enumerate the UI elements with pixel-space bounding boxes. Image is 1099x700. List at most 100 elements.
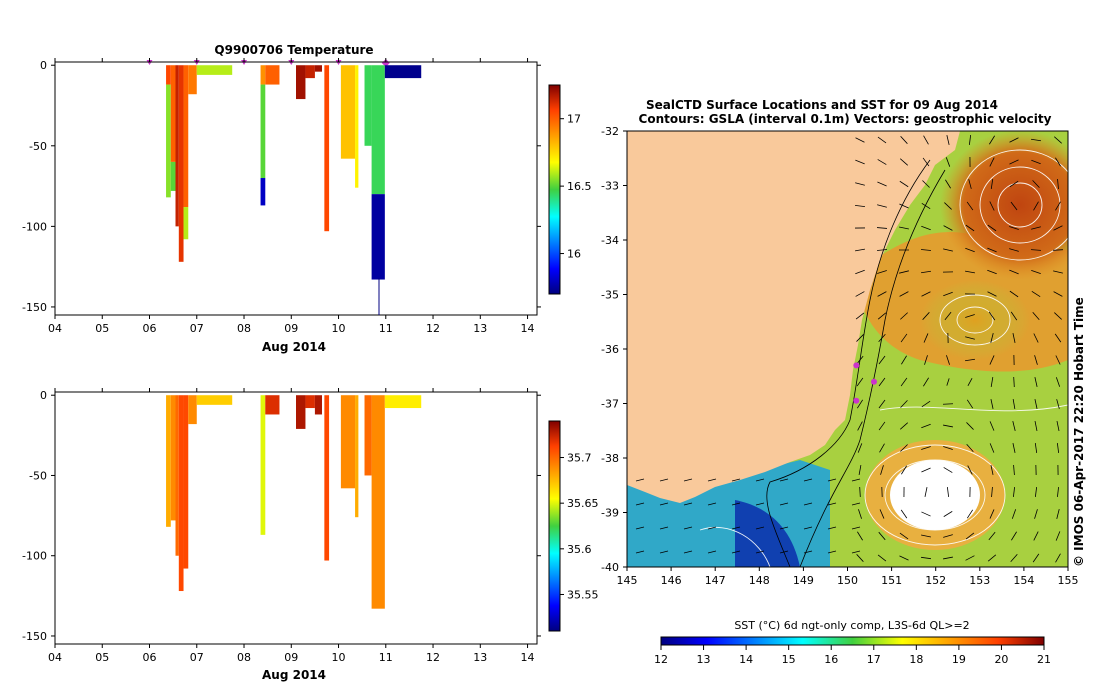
velocity-vector [945,179,951,189]
velocity-vector [659,478,669,482]
velocity-vector [920,249,932,251]
lon-tick-label: 153 [969,574,990,587]
velocity-vector [899,291,909,297]
velocity-vector [827,502,837,506]
lon-tick-label: 150 [837,574,858,587]
profile-cell [196,65,233,75]
velocity-vector [1009,180,1019,188]
velocity-vector [965,224,975,232]
velocity-vector [1055,531,1061,541]
profile-cell [371,194,385,280]
velocity-vector [731,502,741,506]
velocity-vector [1009,248,1019,252]
velocity-vector [856,399,864,409]
x-tick-label: 06 [143,322,157,335]
colorbar-tick-label: 16.5 [567,180,592,193]
velocity-vector [942,403,954,405]
velocity-vector [989,355,995,365]
velocity-vector [945,157,951,167]
lon-tick-label: 154 [1013,574,1034,587]
velocity-vector [899,270,909,274]
velocity-vector [946,486,950,498]
velocity-vector [967,378,973,386]
profile-cell [364,395,372,476]
profile-cell [170,395,176,521]
x-tick-label: 14 [521,651,535,664]
velocity-vector [1055,377,1061,387]
velocity-vector [946,355,950,365]
velocity-vector [943,225,953,231]
velocity-vector [1033,531,1039,541]
velocity-vector [1055,157,1061,167]
velocity-vector [921,534,931,538]
profile-cell [188,65,197,95]
seal-location-marker [853,397,860,404]
velocity-vector [683,526,693,530]
profile-cell [183,395,189,569]
velocity-vector [1010,553,1018,563]
velocity-vector [988,311,996,321]
velocity-vector [899,555,909,561]
velocity-vector [1013,376,1015,388]
velocity-vector [943,424,953,428]
sst-colorbar-ticks: 12 13 14 15 16 17 18 19 20 21 [654,645,1051,666]
salinity-panel: 0 -50 -100 -150 04 05 06 07 08 09 10 11 12 13 14 Aug … [22,388,599,682]
velocity-vector [856,377,864,387]
gsla-contours [699,149,1068,567]
x-tick-label: 14 [521,322,535,335]
profile-cell [260,84,266,179]
sst-colorbar-tick-label: 14 [739,653,753,666]
profile-cell [265,65,280,85]
velocity-vector [1031,226,1041,230]
velocity-vector [635,550,645,554]
cloud-mask [890,460,980,530]
velocity-vector [923,377,929,387]
velocity-vector [1057,178,1059,190]
velocity-vector [921,511,931,517]
velocity-vector [827,526,837,530]
sst-colorbar-tick-label: 19 [952,653,966,666]
colorbar-tick-label: 35.55 [567,588,599,601]
velocity-vector [855,291,865,297]
sst-colorbar-label: SST (°C) 6d ngt-only comp, L3S-6d QL>=2 [734,619,969,632]
lon-tick-label: 149 [793,574,814,587]
velocity-vector [989,443,995,453]
map-title: SealCTD Surface Locations and SST for 09… [646,98,998,112]
profile-cell [170,65,176,162]
velocity-vector [755,526,765,530]
sst-colorbar-tick-label: 13 [697,653,711,666]
y-tick-label: -50 [29,140,47,153]
velocity-vector [922,157,930,167]
velocity-vector [1031,290,1041,298]
velocity-vector [924,355,928,365]
velocity-vector [1032,311,1040,321]
velocity-vector [987,554,997,562]
velocity-vector [946,135,950,145]
velocity-vector [966,509,974,519]
temperature-profiles [166,65,422,280]
map-longitude-axis: 145 146 147 148 149 150 151 152 153 154 155 [617,567,1079,587]
velocity-vector [877,312,887,320]
velocity-vector [1031,159,1041,165]
profile-cell [178,65,184,262]
velocity-vector [944,202,952,210]
velocity-vector [988,531,996,541]
velocity-vector [877,136,887,144]
australian-coastline [627,131,960,503]
profile-cell [314,65,322,72]
lat-tick-label: -33 [601,180,619,193]
velocity-vector [966,422,974,430]
x-tick-label: 10 [332,322,346,335]
velocity-vector [877,291,887,297]
velocity-vector [923,333,929,343]
velocity-vector [1034,509,1038,519]
velocity-vector [966,201,974,211]
velocity-vector [922,312,930,320]
velocity-vector [1031,270,1041,274]
lat-tick-label: -37 [601,398,619,411]
velocity-vector [880,465,884,475]
profile-cell [166,65,171,85]
velocity-vector [900,333,908,343]
velocity-vector [990,178,994,190]
x-tick-label: 08 [237,322,251,335]
